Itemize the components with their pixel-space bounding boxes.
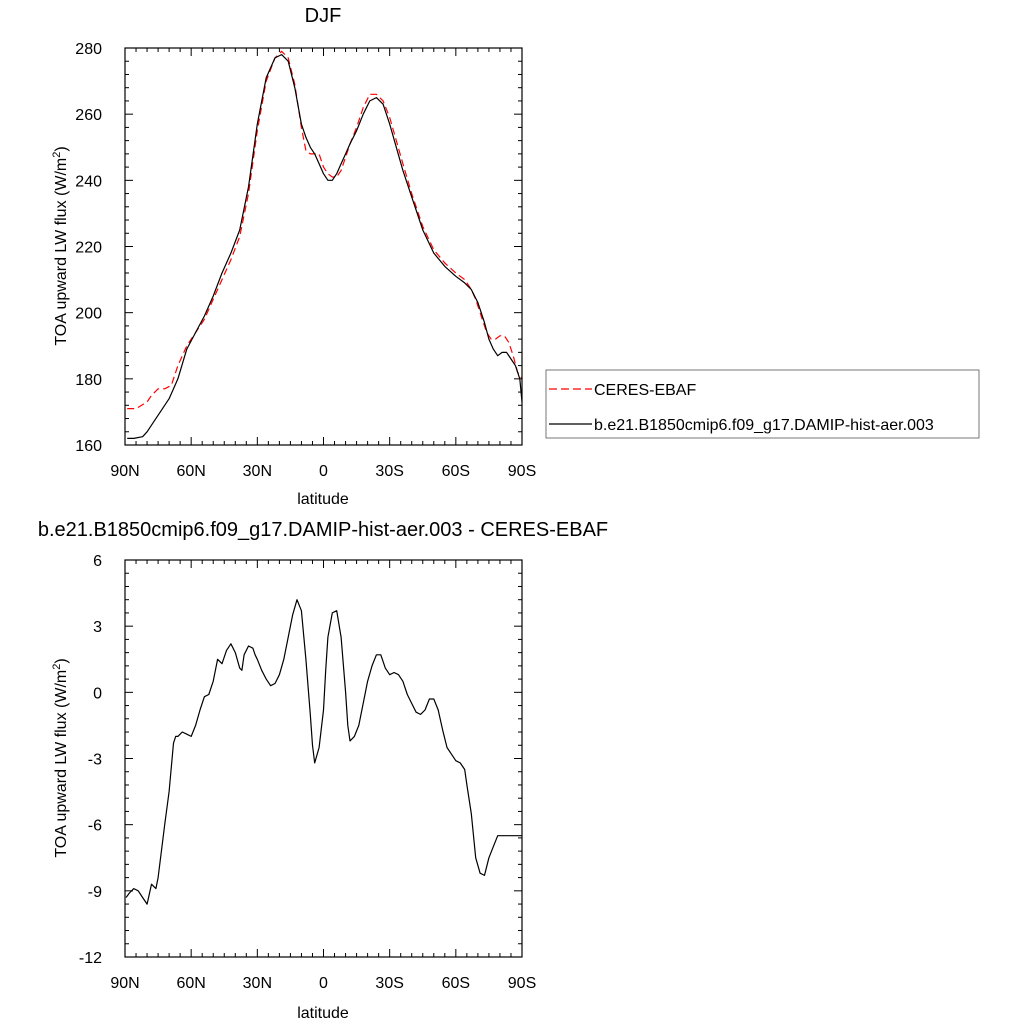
bottom-x-tick-label: 60N [176,975,205,992]
bottom-series-line-0 [125,599,522,905]
legend: CERES-EBAF b.e21.B1850cmip6.f09_g17.DAMI… [545,369,980,439]
top-x-tick-label: 60N [176,463,205,480]
bottom-y-tick-label: -3 [88,752,102,769]
top-y-axis-label-main: TOA upward LW flux (W/m [53,158,70,346]
top-x-tick-label: 30S [375,463,403,480]
top-x-tick-label: 60S [442,463,470,480]
top-y-tick-label: 160 [75,438,102,455]
top-y-tick-label: 260 [75,107,102,124]
top-y-axis-label-sup: 2 [51,152,63,158]
bottom-y-tick-label: -6 [88,818,102,835]
top-y-tick-label: 200 [75,306,102,323]
bottom-series-layer [125,599,522,905]
bottom-x-tick-label: 30N [243,975,272,992]
bottom-plot-frame [124,559,523,958]
bottom-y-tick-label: 6 [93,553,102,570]
legend-box [545,369,980,439]
top-x-tick-label: 30N [243,463,272,480]
top-y-axis-label-close: ) [53,146,70,151]
bottom-y-tick-label: -9 [88,884,102,901]
top-y-tick-label: 220 [75,240,102,257]
bottom-panel: b.e21.B1850cmip6.f09_g17.DAMIP-hist-aer.… [38,519,608,1022]
top-x-tick-label: 0 [319,463,328,480]
legend-ceres-label: CERES-EBAF [594,382,696,399]
top-panel: DJF 90N 60N 30N 0 30S 60S 90S 160 180 200 220 240 26… [51,5,980,508]
bottom-x-axis-label: latitude [297,1005,349,1022]
top-chart-title: DJF [305,5,342,27]
legend-model-label: b.e21.B1850cmip6.f09_g17.DAMIP-hist-aer.… [594,417,934,434]
top-series-layer [127,50,523,439]
top-y-tick-label: 180 [75,372,102,389]
top-y-tick-label: 240 [75,173,102,190]
top-x-axis-label: latitude [297,491,349,508]
top-series-line-1 [127,53,523,439]
top-y-axis-label: TOA upward LW flux (W/m2) [51,146,70,345]
bottom-y-axis-label-close: ) [53,658,70,663]
top-y-tick-label: 280 [75,41,102,58]
top-x-tick-label: 90N [110,463,139,480]
bottom-y-tick-label: -12 [79,950,102,967]
bottom-y-axis-label-sup: 2 [51,664,63,670]
top-series-line-0 [127,50,523,410]
bottom-x-tick-label: 60S [442,975,470,992]
bottom-x-tick-label: 90S [508,975,536,992]
bottom-x-tick-label: 90N [110,975,139,992]
top-ticks-layer: 90N 60N 30N 0 30S 60S 90S 160 180 200 220 240 260 280 [75,41,536,480]
bottom-x-tick-label: 0 [319,975,328,992]
bottom-y-tick-label: 3 [93,619,102,636]
bottom-ticks-layer: 90N 60N 30N 0 30S 60S 90S -12 -9 -6 -3 0 3 6 [79,553,536,992]
bottom-chart-title: b.e21.B1850cmip6.f09_g17.DAMIP-hist-aer.… [38,519,608,541]
bottom-x-tick-label: 30S [375,975,403,992]
bottom-y-axis-label-main: TOA upward LW flux (W/m [53,670,70,858]
top-plot-frame [124,47,523,446]
bottom-y-tick-label: 0 [93,685,102,702]
bottom-y-axis-label: TOA upward LW flux (W/m2) [51,658,70,857]
top-x-tick-label: 90S [508,463,536,480]
